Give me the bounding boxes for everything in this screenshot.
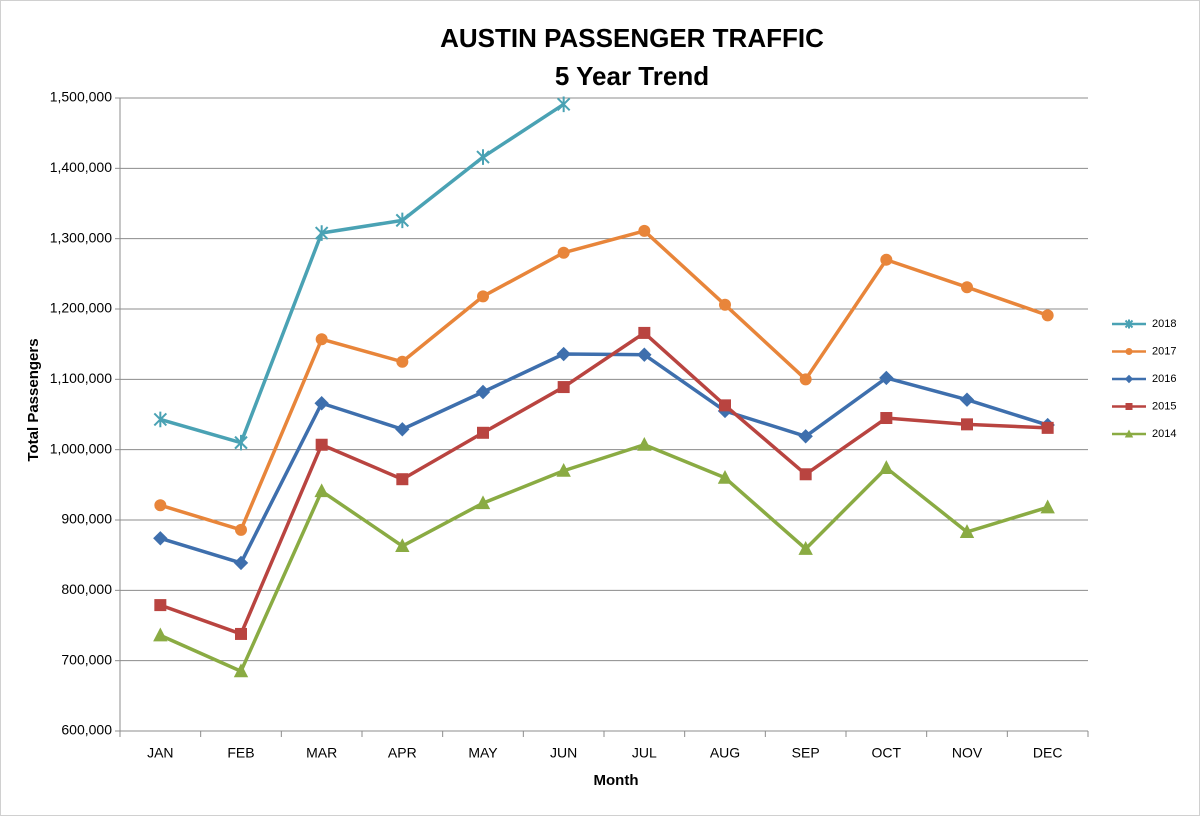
x-tick-label: JUL [632,745,657,761]
marker [719,298,731,311]
marker [1041,421,1054,434]
y-axis-title: Total Passengers [25,338,42,461]
legend-label: 2016 [1152,373,1176,385]
marker [154,599,167,612]
marker [638,326,651,339]
marker [395,212,410,229]
marker [557,246,570,259]
marker [233,663,249,678]
marker [314,483,329,498]
marker [235,627,247,640]
x-tick-label: JUN [550,745,577,761]
marker [638,224,651,237]
marker [475,495,491,510]
legend-label: 2015 [1152,400,1176,412]
marker [637,436,652,451]
marker [396,355,409,368]
x-tick-label: MAY [468,745,498,761]
y-tick-label: 800,000 [61,581,112,597]
marker [477,290,489,303]
marker [477,426,489,439]
x-tick-label: APR [388,745,417,761]
series-line [159,229,1049,532]
chart-title: AUSTIN PASSENGER TRAFFIC [440,23,824,53]
marker [557,381,570,394]
y-tick-label: 1,000,000 [50,440,112,456]
marker [556,462,571,477]
x-tick-label: NOV [952,745,983,761]
marker [719,399,731,412]
marker [315,438,328,451]
y-tick-label: 1,500,000 [50,89,112,105]
marker [395,538,410,553]
marker [1125,348,1133,355]
x-tick-label: DEC [1033,745,1063,761]
marker [395,422,410,437]
y-tick-label: 1,300,000 [50,229,112,245]
legend-label: 2017 [1152,345,1176,357]
x-axis-title: Month [594,772,639,789]
marker [314,225,329,241]
marker [799,373,812,386]
marker [798,429,813,444]
legend-label: 2018 [1152,318,1176,330]
marker [233,555,249,571]
marker [959,524,975,538]
marker [961,281,973,294]
marker [235,523,247,536]
marker [315,333,328,346]
marker [1124,429,1134,438]
marker [556,346,571,362]
series-line [159,442,1049,673]
marker [396,473,409,486]
x-tick-label: OCT [872,745,902,761]
y-tick-label: 1,400,000 [50,159,112,175]
y-tick-label: 900,000 [61,511,112,527]
marker [637,347,652,362]
marker [798,541,813,555]
marker [154,499,167,512]
marker [1041,309,1054,322]
series-line [159,102,565,445]
marker [880,412,893,425]
marker [879,370,894,386]
x-tick-label: AUG [710,745,740,761]
marker [153,531,168,546]
series-line [159,331,1048,636]
marker [234,434,248,451]
marker [153,411,168,428]
marker [476,149,490,165]
marker [1124,319,1134,329]
marker [1125,403,1133,410]
marker [1040,499,1055,514]
marker [961,418,973,431]
marker [475,384,491,400]
y-tick-label: 1,100,000 [50,370,112,386]
marker [959,392,975,407]
y-tick-label: 600,000 [61,722,112,738]
marker [314,396,329,411]
series-line [159,352,1049,565]
marker [879,460,894,474]
marker [556,96,571,113]
marker [880,253,893,266]
x-tick-label: JAN [147,745,173,761]
y-tick-label: 1,200,000 [50,300,112,316]
marker [1124,374,1134,384]
chart-subtitle: 5 Year Trend [555,61,709,91]
legend-label: 2014 [1152,428,1176,440]
marker [153,627,168,642]
x-tick-label: FEB [227,745,254,761]
x-tick-label: MAR [306,745,337,761]
x-tick-label: SEP [792,745,820,761]
y-tick-label: 700,000 [61,651,112,667]
marker [717,470,733,484]
marker [799,468,812,481]
